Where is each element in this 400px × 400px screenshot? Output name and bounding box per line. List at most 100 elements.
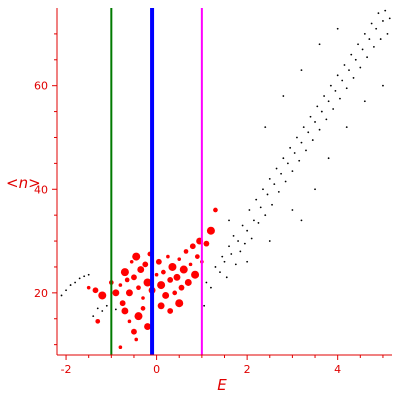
black-data-point: [60, 294, 63, 297]
black-data-point: [370, 22, 373, 25]
red-data-point: [191, 270, 200, 279]
red-data-point: [166, 254, 170, 259]
black-data-point: [228, 219, 230, 222]
red-data-point: [137, 266, 145, 273]
red-data-point: [203, 240, 210, 247]
black-data-point: [377, 12, 380, 15]
black-data-point: [343, 64, 346, 66]
black-data-point: [359, 66, 362, 69]
red-data-point: [98, 291, 107, 300]
black-data-point: [264, 214, 267, 217]
black-data-point: [386, 32, 389, 35]
black-data-point: [241, 224, 244, 227]
red-data-point: [172, 290, 178, 296]
black-data-point: [388, 17, 391, 20]
black-data-point: [291, 170, 294, 173]
black-data-point: [318, 43, 321, 46]
points-layer: [60, 9, 391, 350]
black-data-point: [237, 240, 239, 242]
red-data-point: [134, 337, 139, 342]
black-data-point: [300, 219, 303, 222]
red-data-point: [92, 287, 99, 294]
black-data-point: [250, 237, 253, 240]
black-data-point: [277, 190, 280, 193]
black-data-point: [271, 203, 273, 206]
black-data-point: [305, 149, 307, 152]
black-data-point: [210, 286, 212, 289]
black-data-point: [329, 84, 332, 87]
red-data-point: [177, 257, 182, 261]
black-data-point: [259, 206, 262, 209]
x-axis-title: E: [217, 376, 227, 394]
black-data-point: [246, 229, 249, 232]
black-data-point: [293, 152, 296, 154]
red-data-point: [213, 207, 218, 213]
vertical-lines-layer: [110, 8, 203, 355]
black-data-point: [318, 128, 321, 131]
black-data-point: [339, 97, 341, 100]
black-data-point: [203, 304, 206, 307]
black-data-point: [332, 108, 335, 110]
black-data-point: [257, 222, 260, 224]
black-data-point: [300, 69, 303, 72]
black-data-point: [87, 273, 90, 276]
black-data-point: [311, 139, 314, 141]
black-data-point: [243, 242, 246, 245]
black-data-point: [357, 43, 359, 46]
black-data-point: [214, 266, 217, 268]
black-data-point: [92, 315, 95, 318]
red-data-point: [168, 262, 177, 271]
red-data-point: [119, 300, 126, 307]
red-data-point: [112, 289, 120, 297]
black-data-point: [316, 105, 319, 108]
red-data-point: [167, 277, 174, 283]
red-data-point: [154, 272, 159, 277]
black-data-point: [223, 260, 226, 263]
red-data-point: [134, 312, 143, 321]
red-data-point: [189, 243, 196, 250]
black-data-point: [291, 209, 294, 211]
black-data-point: [234, 263, 237, 266]
red-data-point: [175, 299, 184, 308]
red-data-point: [121, 307, 129, 315]
red-data-point: [184, 279, 192, 286]
red-data-point: [141, 296, 145, 300]
black-data-point: [219, 271, 221, 274]
black-data-point: [302, 126, 305, 129]
black-data-point: [314, 121, 316, 123]
red-data-point: [194, 254, 200, 259]
black-data-point: [268, 178, 271, 180]
red-data-point: [144, 323, 151, 330]
black-data-point: [382, 84, 384, 87]
red-data-point: [206, 226, 215, 235]
red-data-point: [178, 284, 185, 291]
black-data-point: [325, 118, 328, 121]
red-data-point: [118, 345, 123, 350]
black-data-point: [307, 131, 310, 134]
black-data-point: [282, 157, 285, 160]
black-data-point: [230, 253, 233, 255]
black-data-point: [284, 180, 287, 183]
red-data-point: [167, 308, 174, 314]
black-data-point: [232, 234, 235, 237]
black-data-point: [78, 277, 81, 280]
black-data-point: [289, 146, 292, 149]
axes-layer: [56, 8, 392, 356]
black-data-point: [298, 159, 301, 162]
black-data-point: [74, 281, 77, 284]
red-data-point: [136, 285, 141, 291]
black-data-point: [327, 100, 330, 103]
black-data-point: [253, 219, 255, 222]
red-data-point: [157, 302, 165, 310]
black-data-point: [300, 141, 303, 144]
black-data-point: [296, 136, 298, 139]
red-data-point: [179, 265, 188, 274]
red-data-point: [143, 278, 152, 287]
black-data-point: [255, 198, 258, 201]
black-data-point: [275, 167, 278, 170]
black-data-point: [348, 69, 350, 72]
black-data-point: [69, 284, 72, 286]
red-data-point: [118, 283, 123, 287]
black-data-point: [286, 162, 289, 165]
